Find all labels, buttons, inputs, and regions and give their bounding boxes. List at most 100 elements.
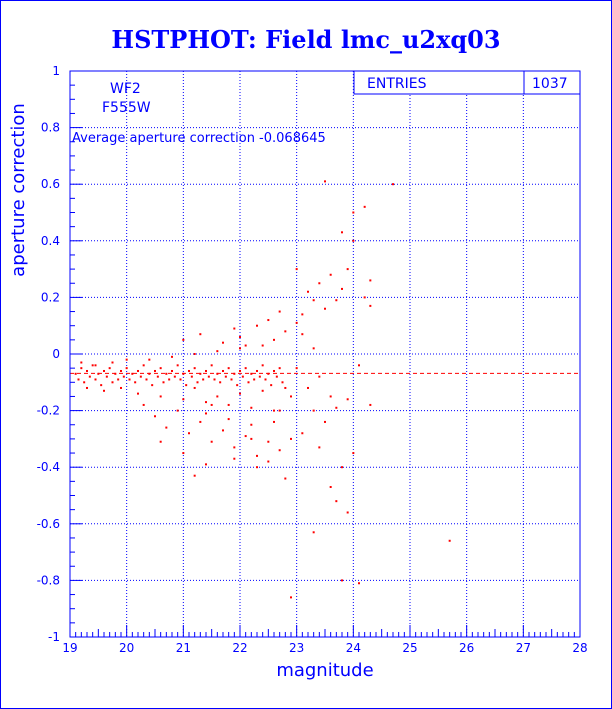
data-point <box>216 350 219 353</box>
data-point <box>111 361 114 364</box>
data-point <box>168 378 171 381</box>
data-point <box>103 389 105 392</box>
data-point <box>188 432 190 435</box>
data-point <box>179 378 182 381</box>
data-point <box>363 205 366 208</box>
data-point <box>318 446 321 449</box>
data-point <box>219 381 222 384</box>
data-point <box>227 403 230 406</box>
x-tick-label: 22 <box>232 641 247 655</box>
data-point <box>224 375 227 378</box>
filter-label: F555W <box>102 100 151 116</box>
data-point <box>256 466 258 469</box>
data-point <box>233 446 236 449</box>
data-point <box>352 211 355 214</box>
data-point <box>151 384 154 387</box>
data-point <box>210 364 213 367</box>
data-point <box>205 463 207 466</box>
y-tick-label: -1 <box>48 630 60 644</box>
data-point <box>284 386 287 389</box>
data-point <box>341 287 343 290</box>
data-point <box>182 452 185 455</box>
data-point <box>233 372 236 375</box>
data-point <box>154 415 156 418</box>
average-annotation: Average aperture correction -0.068645 <box>72 131 326 146</box>
data-point <box>227 418 230 421</box>
data-point <box>244 367 247 370</box>
data-point <box>290 596 292 599</box>
data-point <box>193 474 196 477</box>
data-point <box>171 369 173 372</box>
data-point <box>281 381 284 384</box>
data-point <box>131 372 134 375</box>
data-point <box>329 486 332 489</box>
data-point <box>335 299 338 302</box>
data-point <box>171 355 173 358</box>
data-point <box>91 364 94 367</box>
data-point <box>108 367 111 370</box>
data-point <box>134 381 137 384</box>
data-point <box>222 341 224 344</box>
x-tick-label: 25 <box>402 641 417 655</box>
data-point <box>273 409 275 412</box>
data-point <box>352 239 355 242</box>
data-point <box>352 452 355 455</box>
data-point <box>250 437 253 440</box>
x-tick-label: 24 <box>346 641 361 655</box>
x-tick-label: 28 <box>572 641 587 655</box>
data-point <box>148 358 151 361</box>
data-point <box>199 420 202 423</box>
data-point <box>301 333 304 336</box>
data-point <box>239 369 241 372</box>
data-point <box>125 358 128 361</box>
data-point <box>261 364 264 367</box>
data-point <box>256 369 258 372</box>
x-tick-labels: 19 20 21 22 23 24 25 26 27 28 <box>62 641 587 655</box>
x-tick-label: 23 <box>289 641 304 655</box>
data-point <box>335 406 338 409</box>
data-point <box>165 426 168 429</box>
y-tick-label: 0.4 <box>41 234 60 248</box>
data-point <box>100 384 103 387</box>
x-tick-label: 21 <box>176 641 191 655</box>
gridlines <box>70 71 580 637</box>
x-tick-label: 20 <box>119 641 134 655</box>
data-point <box>154 369 156 372</box>
data-point <box>346 511 349 514</box>
data-point <box>142 364 145 367</box>
data-point <box>335 500 338 503</box>
data-point <box>346 398 349 401</box>
data-point <box>267 372 270 375</box>
data-point <box>188 369 190 372</box>
data-point <box>273 338 275 341</box>
data-point <box>318 375 321 378</box>
data-point <box>312 299 315 302</box>
y-tick-labels: -1 -0.8 -0.6 -0.4 -0.2 0 0.2 0.4 0.6 0.8 1 <box>37 64 60 644</box>
data-point <box>86 369 88 372</box>
data-points <box>74 180 451 599</box>
data-point <box>105 375 108 378</box>
data-point <box>94 378 97 381</box>
data-point <box>312 347 315 350</box>
y-tick-label: 1 <box>52 64 60 78</box>
x-tick-label: 26 <box>459 641 474 655</box>
data-point <box>312 531 315 534</box>
data-point <box>137 369 139 372</box>
data-point <box>193 353 196 355</box>
data-point <box>341 466 343 469</box>
data-point <box>88 375 91 378</box>
data-point <box>295 367 298 370</box>
data-point <box>275 375 278 378</box>
data-point <box>324 420 326 423</box>
stats-entries-label: ENTRIES <box>367 76 427 92</box>
data-point <box>80 361 83 364</box>
data-point <box>358 364 360 367</box>
y-tick-label: 0.6 <box>41 177 60 191</box>
data-point <box>250 406 253 409</box>
data-point <box>244 344 247 347</box>
data-point <box>363 296 366 299</box>
data-point <box>312 409 315 412</box>
data-point <box>122 375 125 378</box>
data-point <box>128 378 131 381</box>
